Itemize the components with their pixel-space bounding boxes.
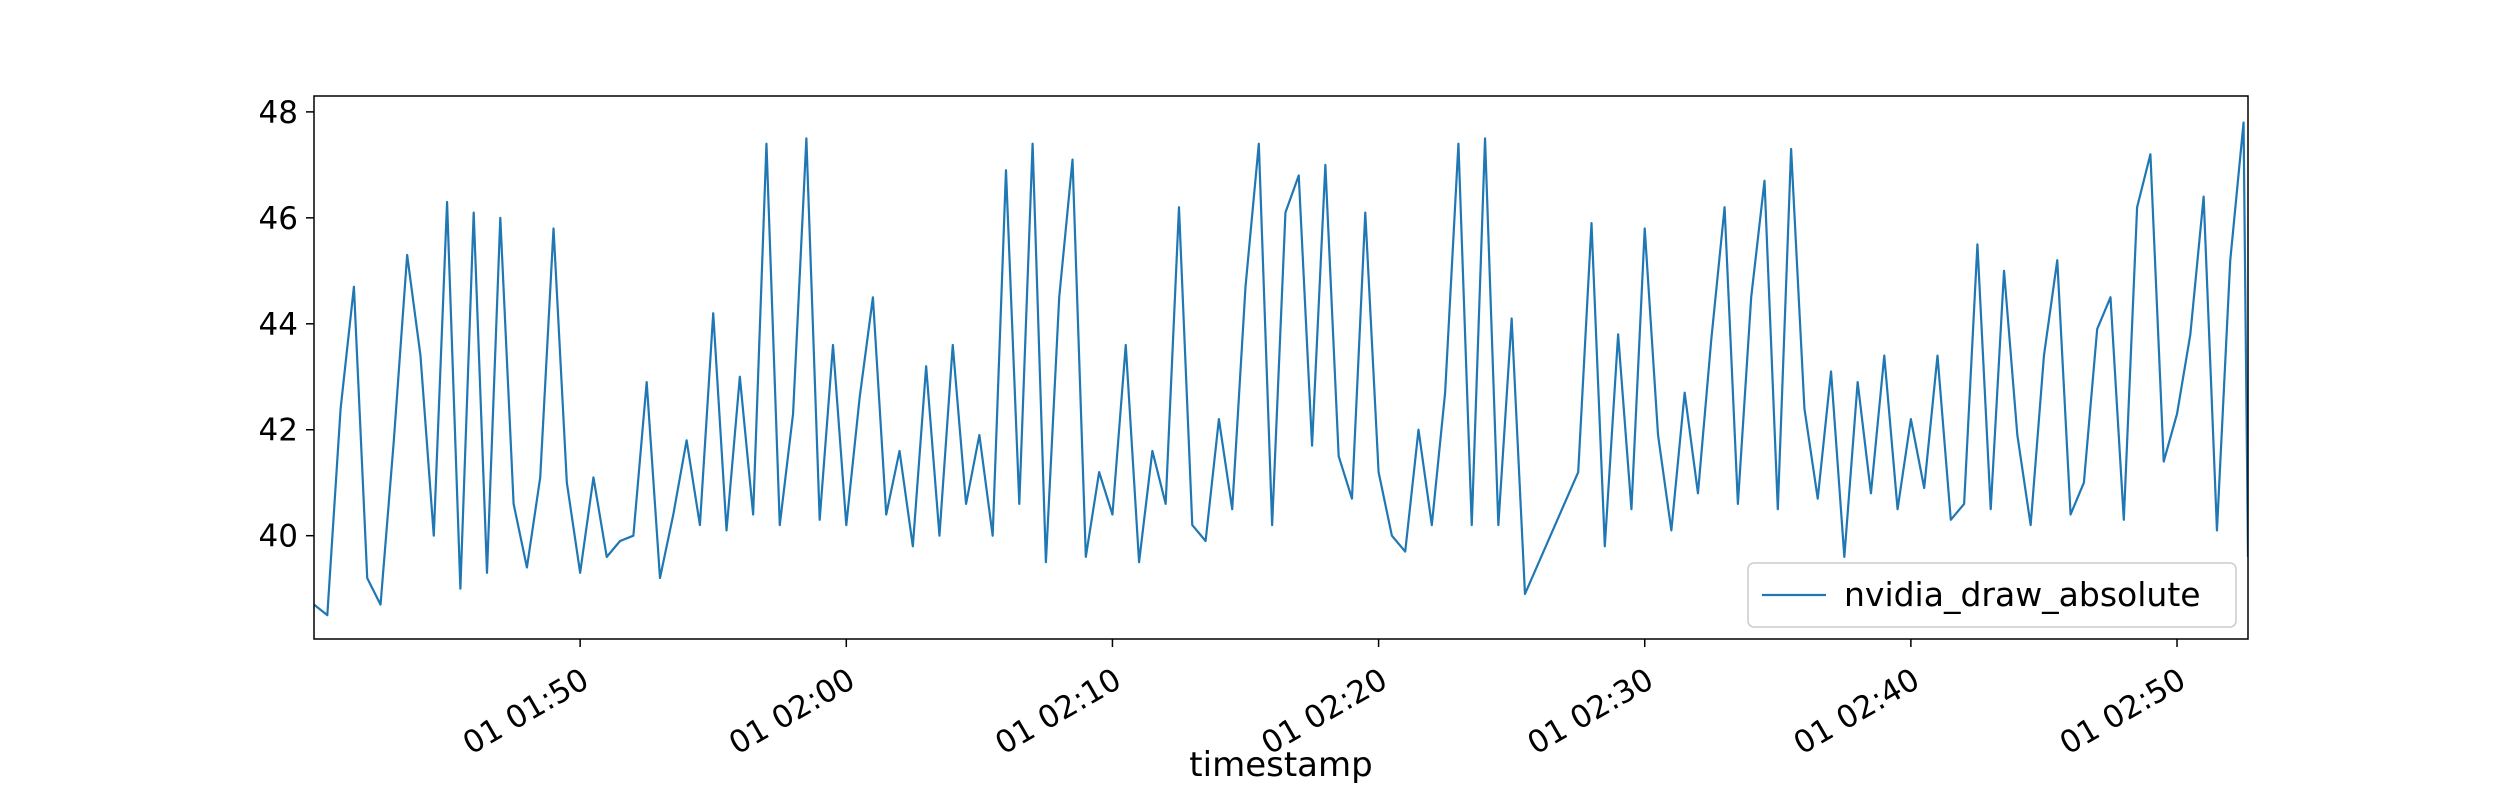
plot-frame bbox=[313, 95, 2249, 640]
y-tick-label: 46 bbox=[259, 201, 298, 237]
legend-label: nvidia_draw_absolute bbox=[1844, 575, 2201, 614]
x-axis-label: timestamp bbox=[1189, 745, 1372, 785]
y-tick-label: 40 bbox=[259, 519, 298, 555]
legend: nvidia_draw_absolute bbox=[1747, 562, 2237, 628]
y-tick-label: 48 bbox=[259, 95, 298, 131]
data-line bbox=[314, 121, 2248, 617]
y-tick-label: 42 bbox=[259, 413, 298, 449]
y-tick-label: 44 bbox=[259, 307, 298, 343]
legend-box bbox=[1747, 562, 2237, 628]
